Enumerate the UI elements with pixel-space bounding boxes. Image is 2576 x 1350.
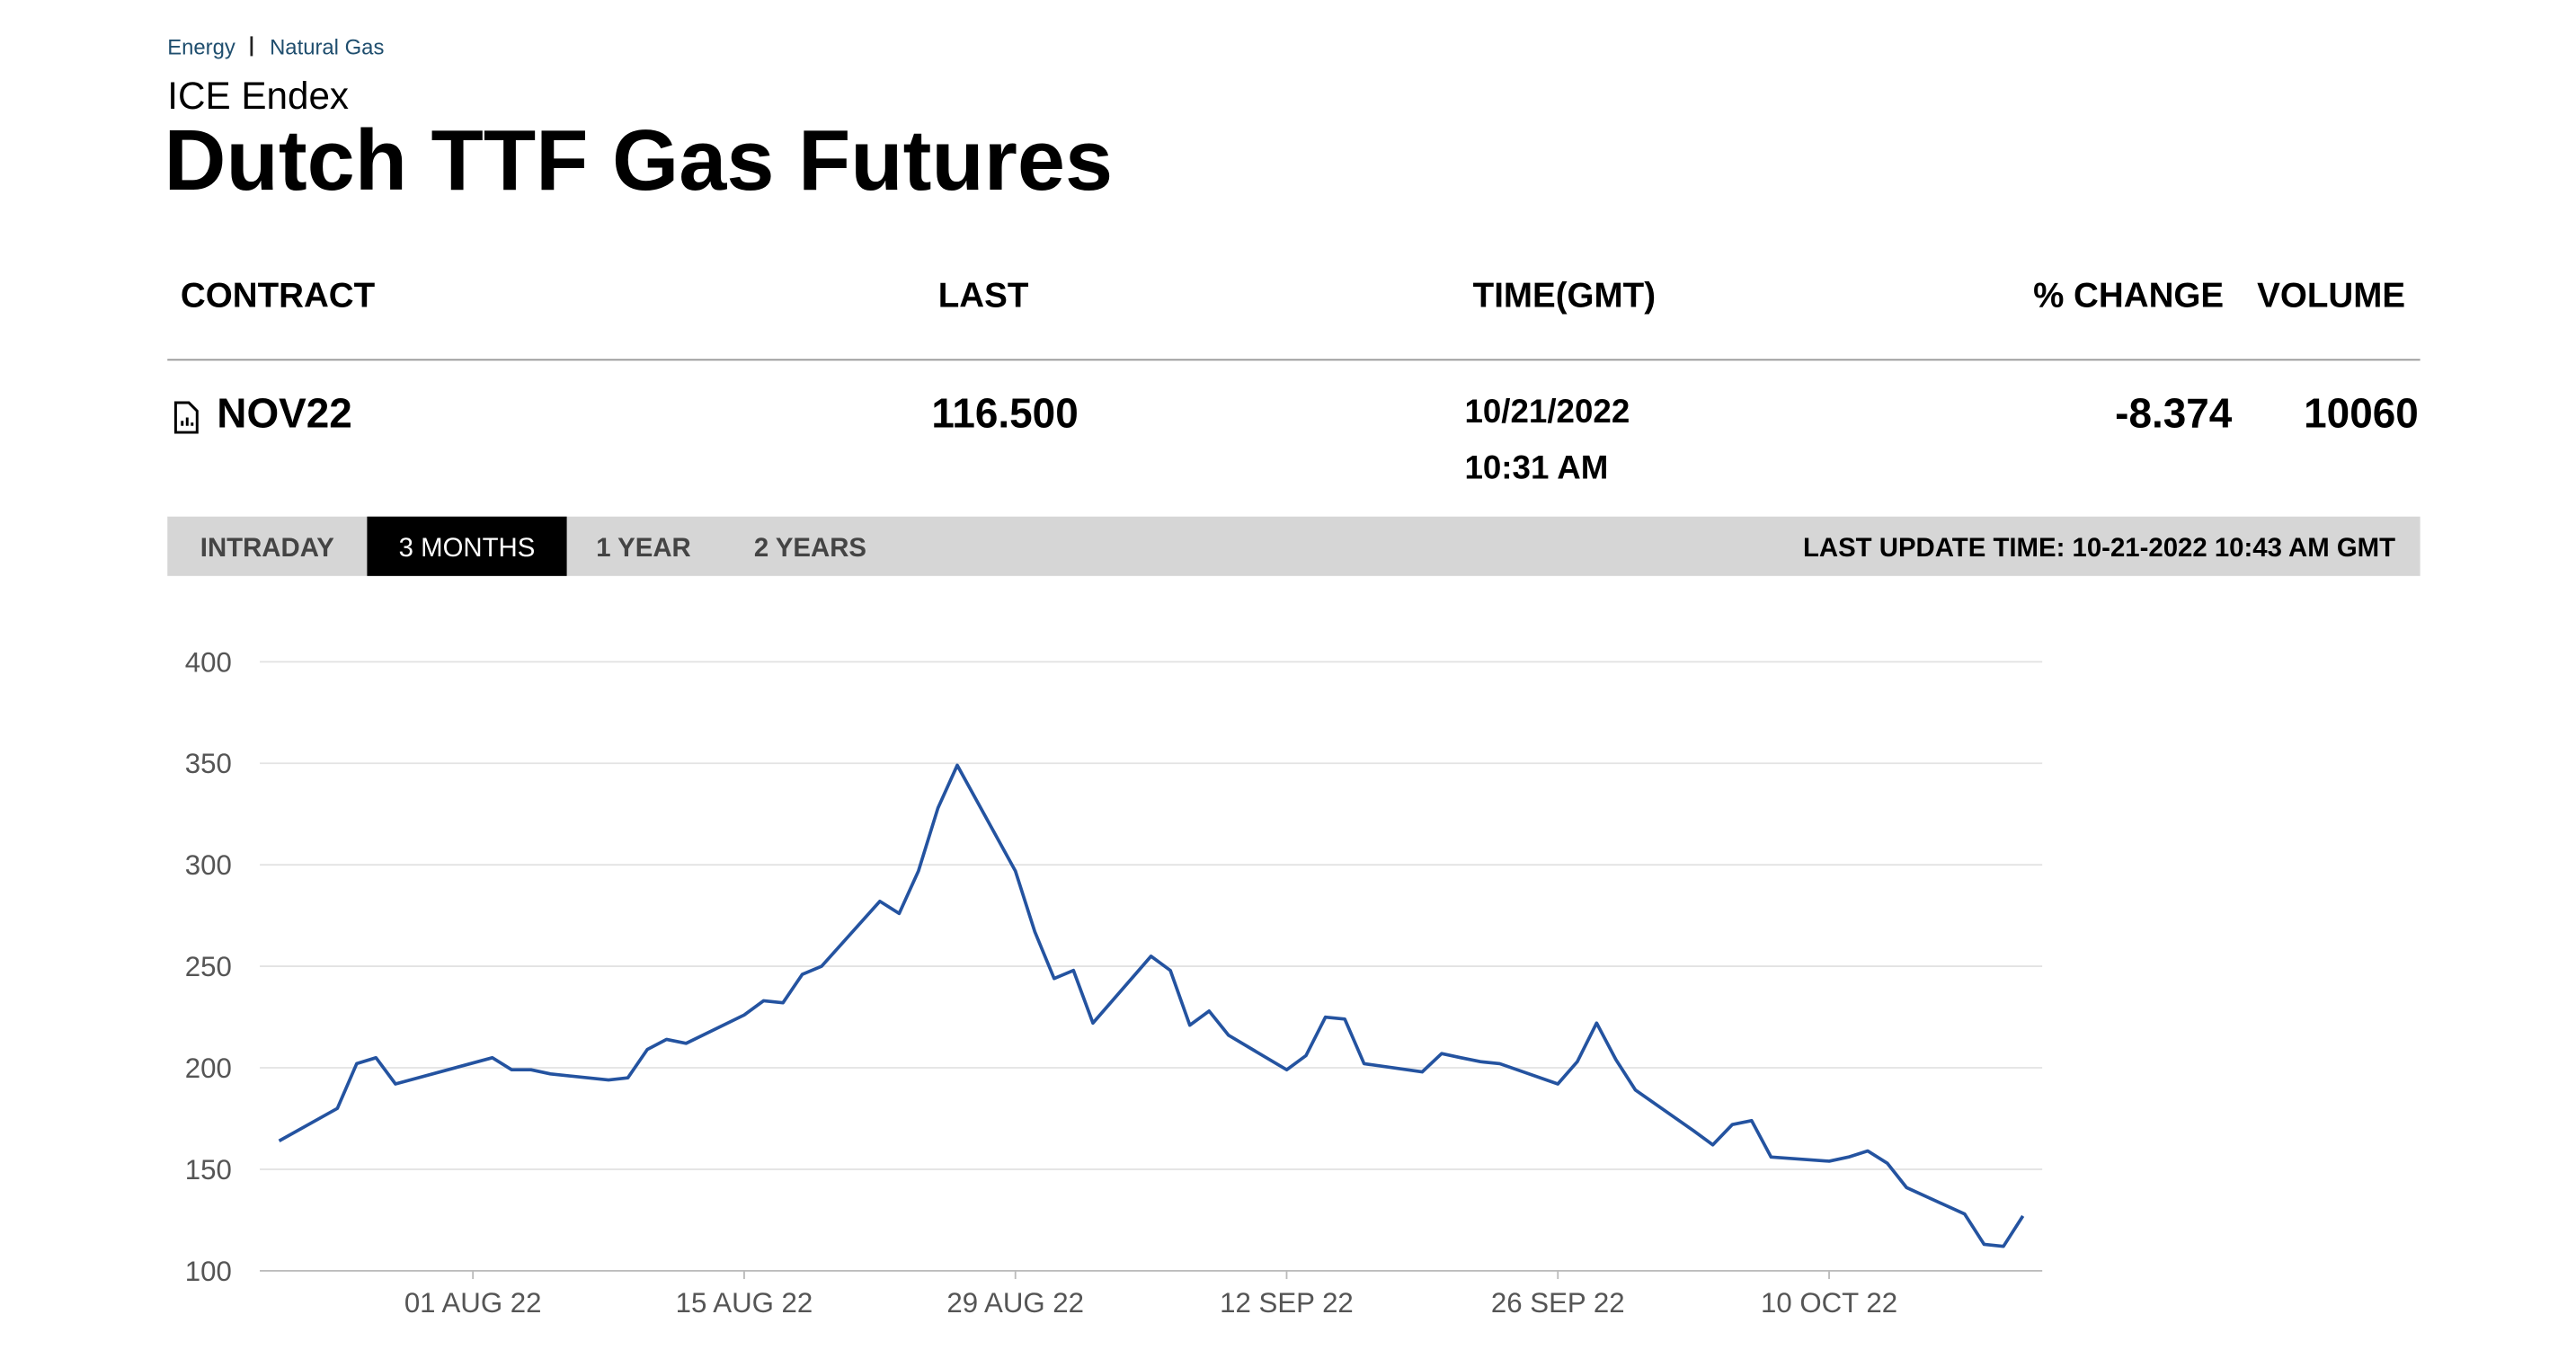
last-update: LAST UPDATE TIME: 10-21-2022 10:43 AM GM… xyxy=(1803,533,2395,563)
exchange: ICE Endex xyxy=(167,75,349,117)
x-tick-label: 26 SEP 22 xyxy=(1491,1287,1625,1319)
volume: 10060 xyxy=(2304,390,2419,437)
column-header: TIME(GMT) xyxy=(1473,277,1656,315)
x-tick-label: 12 SEP 22 xyxy=(1220,1287,1354,1319)
x-tick-label: 10 OCT 22 xyxy=(1761,1287,1897,1319)
column-header: % CHANGE xyxy=(2033,277,2224,315)
tab[interactable]: 1 YEAR xyxy=(596,533,691,563)
column-header: VOLUME xyxy=(2257,277,2405,315)
breadcrumb[interactable]: Natural Gas xyxy=(270,36,384,60)
trade-date: 10/21/2022 xyxy=(1464,393,1630,430)
tab[interactable]: 2 YEARS xyxy=(754,533,866,563)
y-tick-label: 300 xyxy=(185,849,232,881)
x-tick-label: 01 AUG 22 xyxy=(404,1287,542,1319)
y-tick-label: 350 xyxy=(185,748,232,779)
tab-selected xyxy=(367,516,567,576)
y-tick-label: 100 xyxy=(185,1256,232,1287)
last-price: 116.500 xyxy=(931,390,1078,437)
y-tick-label: 200 xyxy=(185,1052,232,1084)
trade-time: 10:31 AM xyxy=(1464,449,1608,485)
contract[interactable]: NOV22 xyxy=(217,390,352,437)
percent-change: -8.374 xyxy=(2115,390,2233,437)
y-tick-label: 250 xyxy=(185,951,232,982)
tab[interactable]: 3 MONTHS xyxy=(399,533,536,563)
breadcrumb[interactable]: Energy xyxy=(167,36,235,60)
page-title: Dutch TTF Gas Futures xyxy=(164,113,1114,209)
y-tick-label: 400 xyxy=(185,646,232,678)
x-tick-label: 15 AUG 22 xyxy=(676,1287,813,1319)
chart-icon[interactable] xyxy=(173,401,199,434)
price-line xyxy=(278,763,2025,1248)
x-tick-label: 29 AUG 22 xyxy=(946,1287,1084,1319)
tab[interactable]: INTRADAY xyxy=(200,533,334,563)
column-header: LAST xyxy=(938,277,1029,315)
y-tick-label: 150 xyxy=(185,1154,232,1186)
column-header: CONTRACT xyxy=(181,277,376,315)
